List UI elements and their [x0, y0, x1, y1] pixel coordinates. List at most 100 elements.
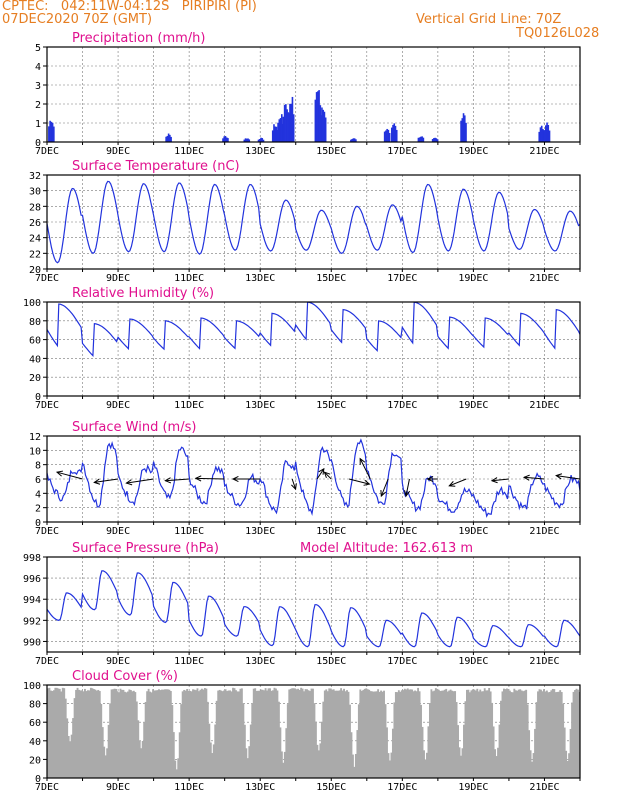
x-tick-label: 17DEC	[387, 273, 417, 284]
precip-bar	[257, 139, 260, 142]
cloud-bar	[303, 691, 306, 778]
precip-bar	[49, 120, 51, 142]
cloud-bar	[249, 724, 252, 778]
cloud-bar	[101, 727, 104, 778]
cloud-bar	[562, 703, 565, 778]
y-tick-label: 20	[29, 265, 41, 276]
cloud-bar	[501, 691, 504, 778]
cloud-bar	[291, 688, 294, 778]
cloud-bar	[406, 688, 409, 778]
cloud-bar	[359, 689, 362, 778]
y-tick-label: 80	[29, 700, 41, 711]
cloud-bar	[405, 689, 408, 778]
cloud-bar	[409, 689, 412, 778]
precip-bar	[291, 96, 294, 142]
panel-title-0: Precipitation (mm/h)	[72, 31, 205, 46]
cloud-bar	[332, 689, 335, 778]
cloud-bar	[180, 704, 183, 778]
cloud-bar	[394, 692, 397, 778]
x-tick-label: 13DEC	[245, 526, 275, 537]
cloud-bar	[517, 689, 520, 778]
cloud-bar	[257, 690, 260, 778]
cloud-bar	[424, 759, 427, 778]
wind-vector	[324, 471, 332, 480]
cloud-bar	[544, 691, 547, 778]
cloud-bar	[125, 692, 128, 778]
cloud-bar	[391, 728, 394, 778]
cloud-bar	[79, 690, 82, 778]
precip-bar	[244, 138, 247, 142]
precip-bar	[435, 138, 438, 142]
cloud-bar	[233, 688, 236, 778]
cloud-bar	[251, 703, 254, 778]
cloud-bar	[335, 690, 338, 778]
cloud-bar	[319, 743, 322, 778]
precip-bar	[350, 139, 352, 142]
series-line	[47, 438, 580, 518]
cloud-bar	[337, 690, 340, 778]
cloud-bar	[329, 688, 332, 778]
panel-series-3	[47, 438, 580, 518]
y-tick-label: 5	[35, 43, 41, 54]
precip-bar	[248, 139, 251, 142]
panel-frame	[46, 435, 581, 523]
wind-vector-head	[323, 471, 331, 479]
precip-bar	[285, 104, 287, 142]
cloud-bar	[343, 688, 345, 778]
precip-bar	[290, 103, 293, 142]
wind-vector	[291, 478, 297, 490]
y-tick-label: 990	[23, 637, 41, 648]
cloud-bar	[460, 755, 462, 778]
cloud-bar	[412, 691, 415, 778]
cloud-bar	[344, 691, 347, 778]
cloud-bar	[313, 703, 316, 778]
cloud-bar	[229, 690, 231, 778]
precip-bar	[431, 139, 434, 142]
cloud-bar	[162, 689, 165, 778]
cloud-bar	[545, 690, 548, 778]
cloud-bar	[423, 750, 425, 778]
cloud-bar	[264, 688, 267, 778]
x-tick-label: 13DEC	[245, 400, 275, 411]
cloud-bar	[442, 690, 445, 778]
cloud-bar	[346, 690, 348, 778]
y-tick-label: 40	[29, 354, 41, 365]
cloud-bar	[270, 690, 273, 778]
cloud-bar	[504, 689, 507, 778]
y-tick-label: 998	[23, 553, 41, 564]
x-tick-label: 19DEC	[458, 656, 488, 667]
cloud-bar	[78, 689, 80, 778]
x-tick-label: 9DEC	[106, 273, 130, 284]
cloud-bar	[190, 691, 193, 778]
cloud-bar	[427, 726, 430, 778]
cloud-bar	[421, 726, 424, 778]
cloud-bar	[426, 752, 428, 778]
x-tick-label: 13DEC	[245, 782, 275, 793]
cloud-bar	[389, 760, 391, 778]
precip-bar	[546, 122, 548, 142]
cloud-bar	[144, 701, 147, 778]
cloud-bar	[298, 689, 301, 778]
cloud-bar	[414, 690, 417, 778]
y-tick-label: 996	[23, 574, 41, 585]
cloud-bar	[338, 690, 341, 778]
cloud-bar	[131, 691, 134, 778]
precip-bar	[53, 126, 55, 142]
x-tick-label: 7DEC	[35, 782, 59, 793]
cloud-bar	[156, 690, 159, 778]
x-tick-label: 11DEC	[174, 146, 204, 157]
precip-bar	[461, 118, 464, 142]
cloud-bar	[411, 689, 414, 778]
cloud-bar	[126, 691, 129, 778]
cloud-bar	[353, 766, 356, 778]
panel-series-2	[47, 302, 580, 357]
cloud-bar	[569, 728, 572, 778]
cloud-bar	[282, 762, 285, 778]
y-tick-label: 0	[35, 392, 41, 403]
cloud-bar	[237, 691, 240, 778]
precip-bar	[286, 109, 288, 142]
cloud-bar	[384, 704, 387, 778]
cloud-bar	[171, 705, 174, 778]
precip-bar	[386, 128, 388, 142]
cloud-bar	[211, 753, 214, 778]
